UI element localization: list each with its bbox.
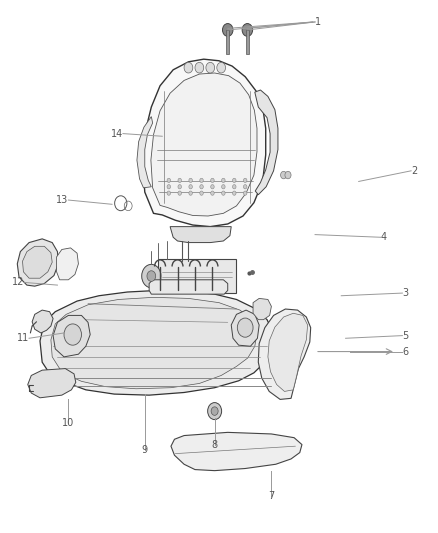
Circle shape [200, 191, 203, 195]
Polygon shape [143, 59, 266, 227]
Polygon shape [51, 297, 257, 389]
Text: 7: 7 [268, 491, 275, 501]
Circle shape [211, 407, 218, 415]
Text: 2: 2 [411, 166, 417, 176]
Circle shape [167, 191, 170, 195]
Circle shape [222, 184, 225, 189]
Circle shape [281, 171, 287, 179]
Polygon shape [158, 259, 237, 293]
Text: 1: 1 [315, 17, 321, 27]
Text: 11: 11 [17, 333, 29, 343]
Text: 5: 5 [403, 330, 409, 341]
Polygon shape [53, 316, 90, 357]
Circle shape [64, 324, 81, 345]
Text: 3: 3 [403, 288, 409, 298]
Circle shape [233, 178, 236, 182]
Polygon shape [137, 117, 152, 188]
Bar [226, 30, 230, 54]
Circle shape [178, 184, 181, 189]
Circle shape [222, 178, 225, 182]
Polygon shape [151, 73, 257, 216]
Polygon shape [28, 368, 76, 398]
Circle shape [189, 178, 192, 182]
Circle shape [167, 184, 170, 189]
Circle shape [178, 191, 181, 195]
Circle shape [217, 62, 226, 73]
Bar [246, 30, 249, 54]
Circle shape [147, 271, 155, 281]
Polygon shape [40, 290, 274, 395]
Circle shape [211, 178, 214, 182]
Circle shape [184, 62, 193, 73]
Circle shape [237, 318, 253, 337]
Circle shape [200, 184, 203, 189]
Polygon shape [258, 309, 311, 399]
Text: 10: 10 [62, 418, 74, 429]
Circle shape [242, 23, 253, 36]
Polygon shape [149, 280, 228, 294]
Polygon shape [32, 310, 53, 333]
Circle shape [142, 264, 161, 288]
Polygon shape [171, 432, 302, 471]
Circle shape [223, 23, 233, 36]
Circle shape [189, 191, 192, 195]
Text: 4: 4 [381, 232, 387, 243]
Circle shape [233, 191, 236, 195]
Polygon shape [255, 90, 278, 195]
Circle shape [285, 171, 291, 179]
Circle shape [206, 62, 215, 73]
Circle shape [244, 184, 247, 189]
Circle shape [178, 178, 181, 182]
Text: 12: 12 [12, 278, 25, 287]
Circle shape [244, 178, 247, 182]
Circle shape [244, 191, 247, 195]
Circle shape [211, 184, 214, 189]
Circle shape [189, 184, 192, 189]
Circle shape [195, 62, 204, 73]
Polygon shape [17, 239, 58, 286]
Text: 9: 9 [142, 445, 148, 455]
Polygon shape [231, 310, 259, 346]
Text: 13: 13 [56, 195, 68, 205]
Circle shape [167, 178, 170, 182]
Circle shape [211, 191, 214, 195]
Circle shape [222, 191, 225, 195]
Text: 8: 8 [212, 440, 218, 450]
Circle shape [208, 402, 222, 419]
Polygon shape [57, 248, 78, 280]
Text: 6: 6 [403, 346, 409, 357]
Polygon shape [22, 246, 52, 278]
Circle shape [233, 184, 236, 189]
Text: 14: 14 [111, 128, 123, 139]
Circle shape [200, 178, 203, 182]
Polygon shape [253, 298, 272, 320]
Polygon shape [268, 313, 307, 391]
Polygon shape [170, 227, 231, 243]
